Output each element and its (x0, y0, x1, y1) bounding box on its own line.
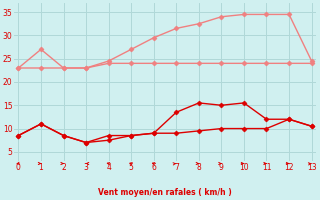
X-axis label: Vent moyen/en rafales ( km/h ): Vent moyen/en rafales ( km/h ) (98, 188, 232, 197)
